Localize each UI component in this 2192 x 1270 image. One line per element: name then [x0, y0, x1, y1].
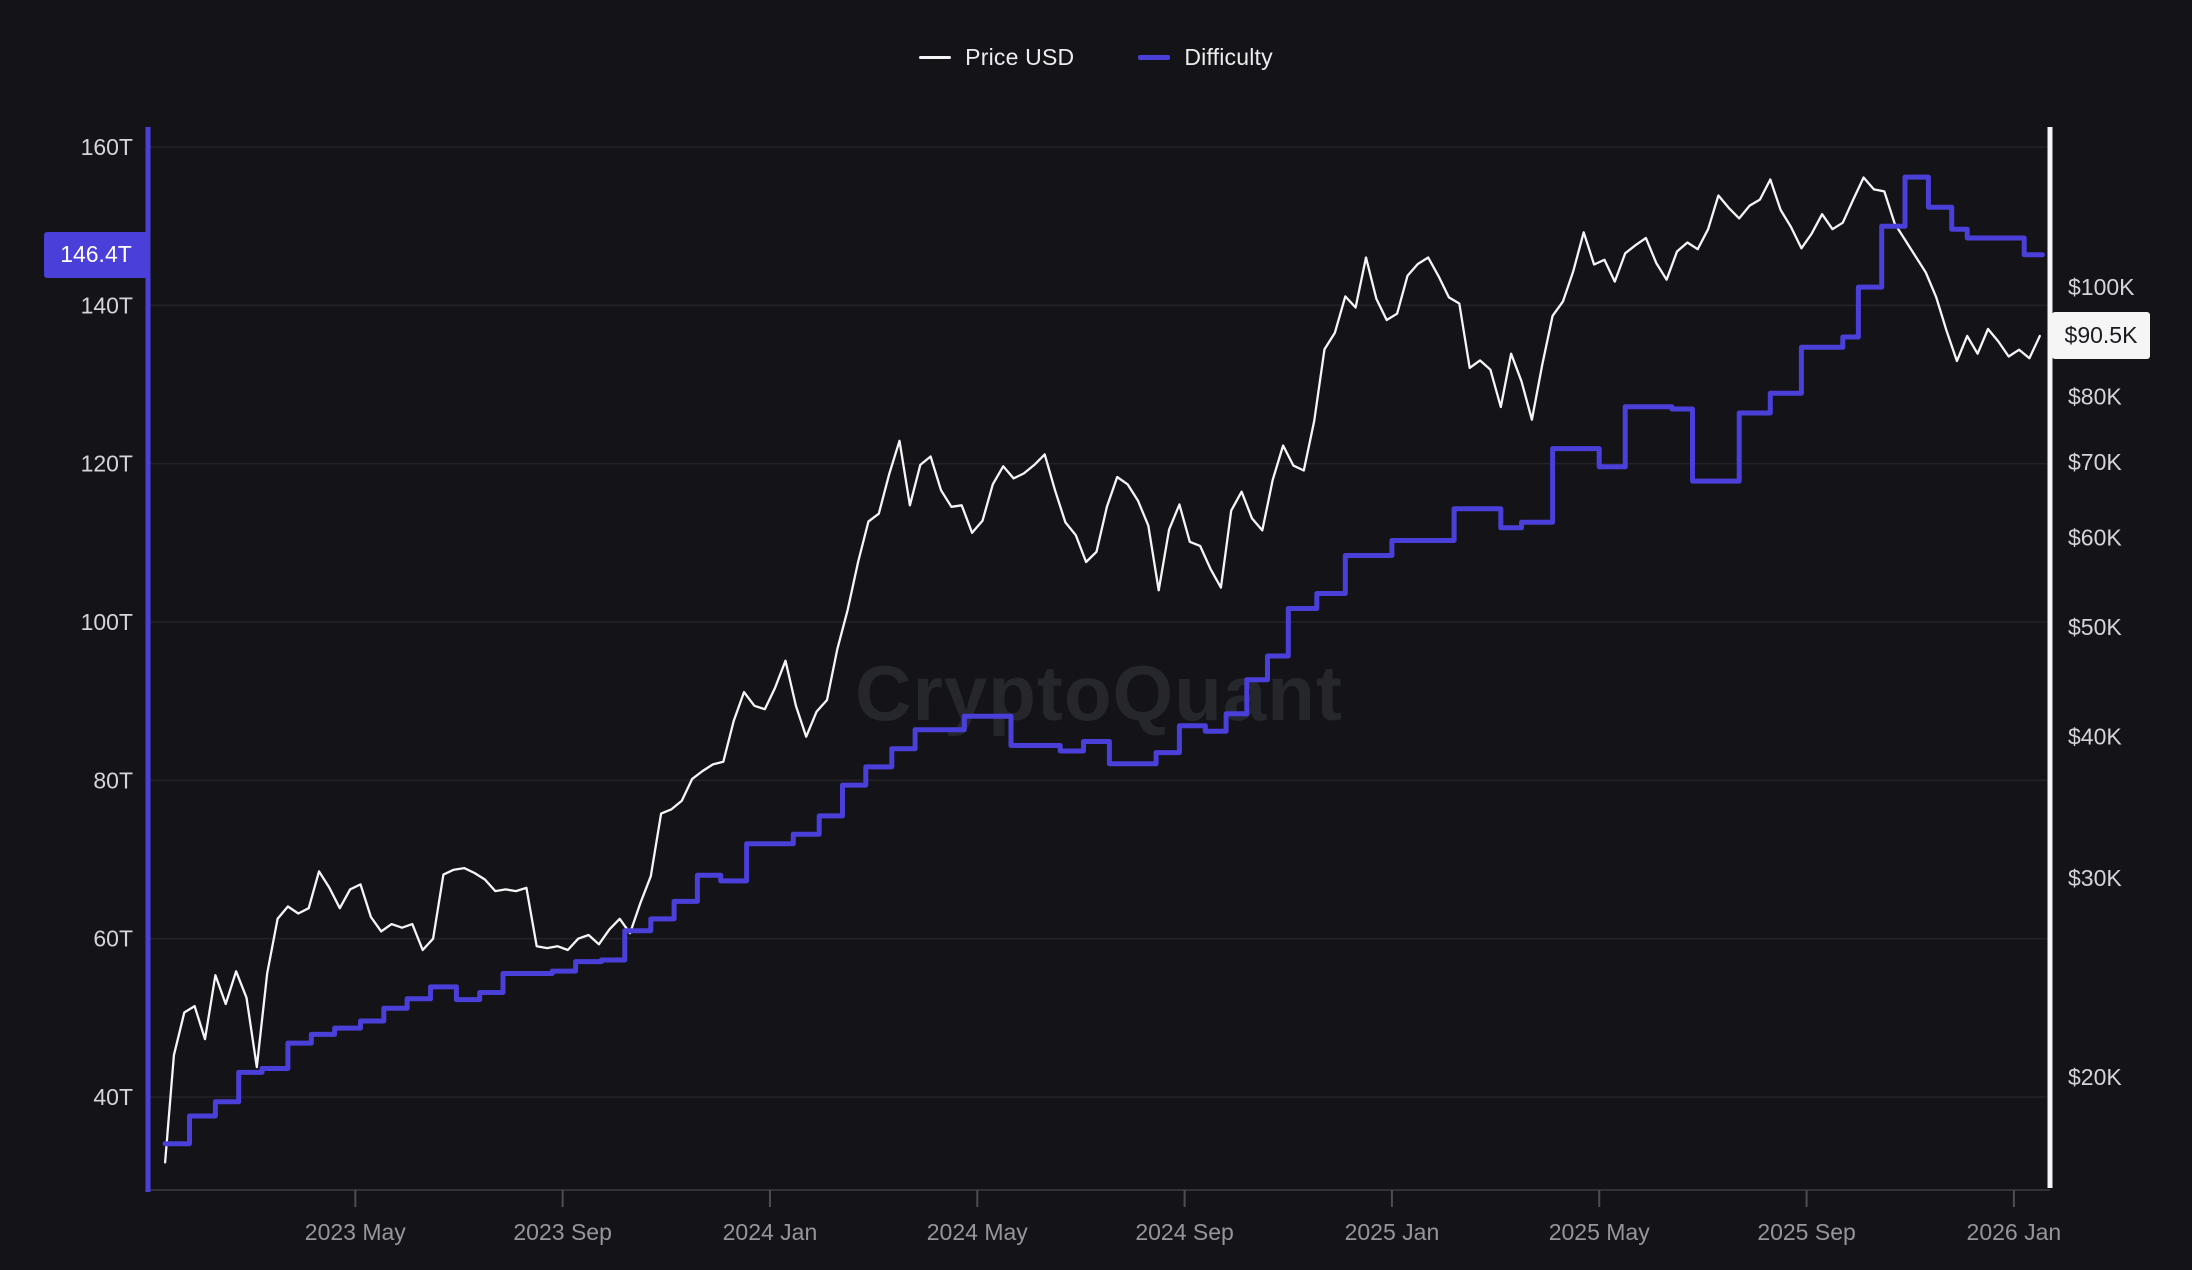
right-axis-tick-label: $70K [2068, 449, 2122, 475]
legend-label-difficulty: Difficulty [1184, 44, 1273, 70]
difficulty-last-value-badge: 146.4T [44, 231, 148, 278]
cryptoquant-watermark: CryptoQuant [855, 648, 1343, 737]
right-axis-tick-label: $80K [2068, 384, 2122, 410]
x-tick-label: 2023 May [305, 1219, 407, 1245]
legend-item-price[interactable]: Price USD [919, 44, 1074, 71]
x-tick-label: 2025 May [1549, 1219, 1651, 1245]
x-tick-label: 2024 Sep [1135, 1219, 1233, 1245]
x-tick-label: 2025 Sep [1757, 1219, 1855, 1245]
left-axis-tick-label: 60T [93, 926, 133, 952]
left-axis-tick-label: 140T [81, 292, 133, 318]
right-axis-bar [2047, 127, 2053, 1188]
left-axis-tick-label: 160T [81, 134, 133, 160]
left-axis-tick-label: 80T [93, 767, 133, 793]
right-axis-tick-label: $30K [2068, 865, 2122, 891]
left-axis-bar [145, 127, 151, 1192]
x-tick-label: 2026 Jan [1967, 1219, 2062, 1245]
right-axis-tick-label: $60K [2068, 525, 2122, 551]
right-axis-tick-label: $40K [2068, 724, 2122, 750]
x-tick-label: 2025 Jan [1345, 1219, 1440, 1245]
right-axis-tick-label: $20K [2068, 1064, 2122, 1090]
x-tick-label: 2023 Sep [513, 1219, 611, 1245]
x-tick-label: 2024 Jan [723, 1219, 818, 1245]
difficulty-line [162, 174, 2045, 1147]
left-axis-tick-label: 120T [81, 451, 133, 477]
legend-label-price: Price USD [965, 44, 1075, 70]
left-axis-tick-label: 100T [81, 609, 133, 635]
legend-item-difficulty[interactable]: Difficulty [1138, 44, 1273, 71]
legend: Price USD Difficulty [0, 44, 2192, 71]
right-axis-tick-label: $100K [2068, 274, 2135, 300]
left-axis-tick-label: 40T [93, 1084, 133, 1110]
price-line-swatch [919, 56, 952, 59]
price-last-value-badge: $90.5K [2052, 312, 2150, 360]
difficulty-line-swatch [1138, 55, 1171, 60]
right-axis-tick-label: $50K [2068, 614, 2122, 640]
x-tick-label: 2024 May [927, 1219, 1029, 1245]
price-usd-line [163, 176, 2041, 1164]
